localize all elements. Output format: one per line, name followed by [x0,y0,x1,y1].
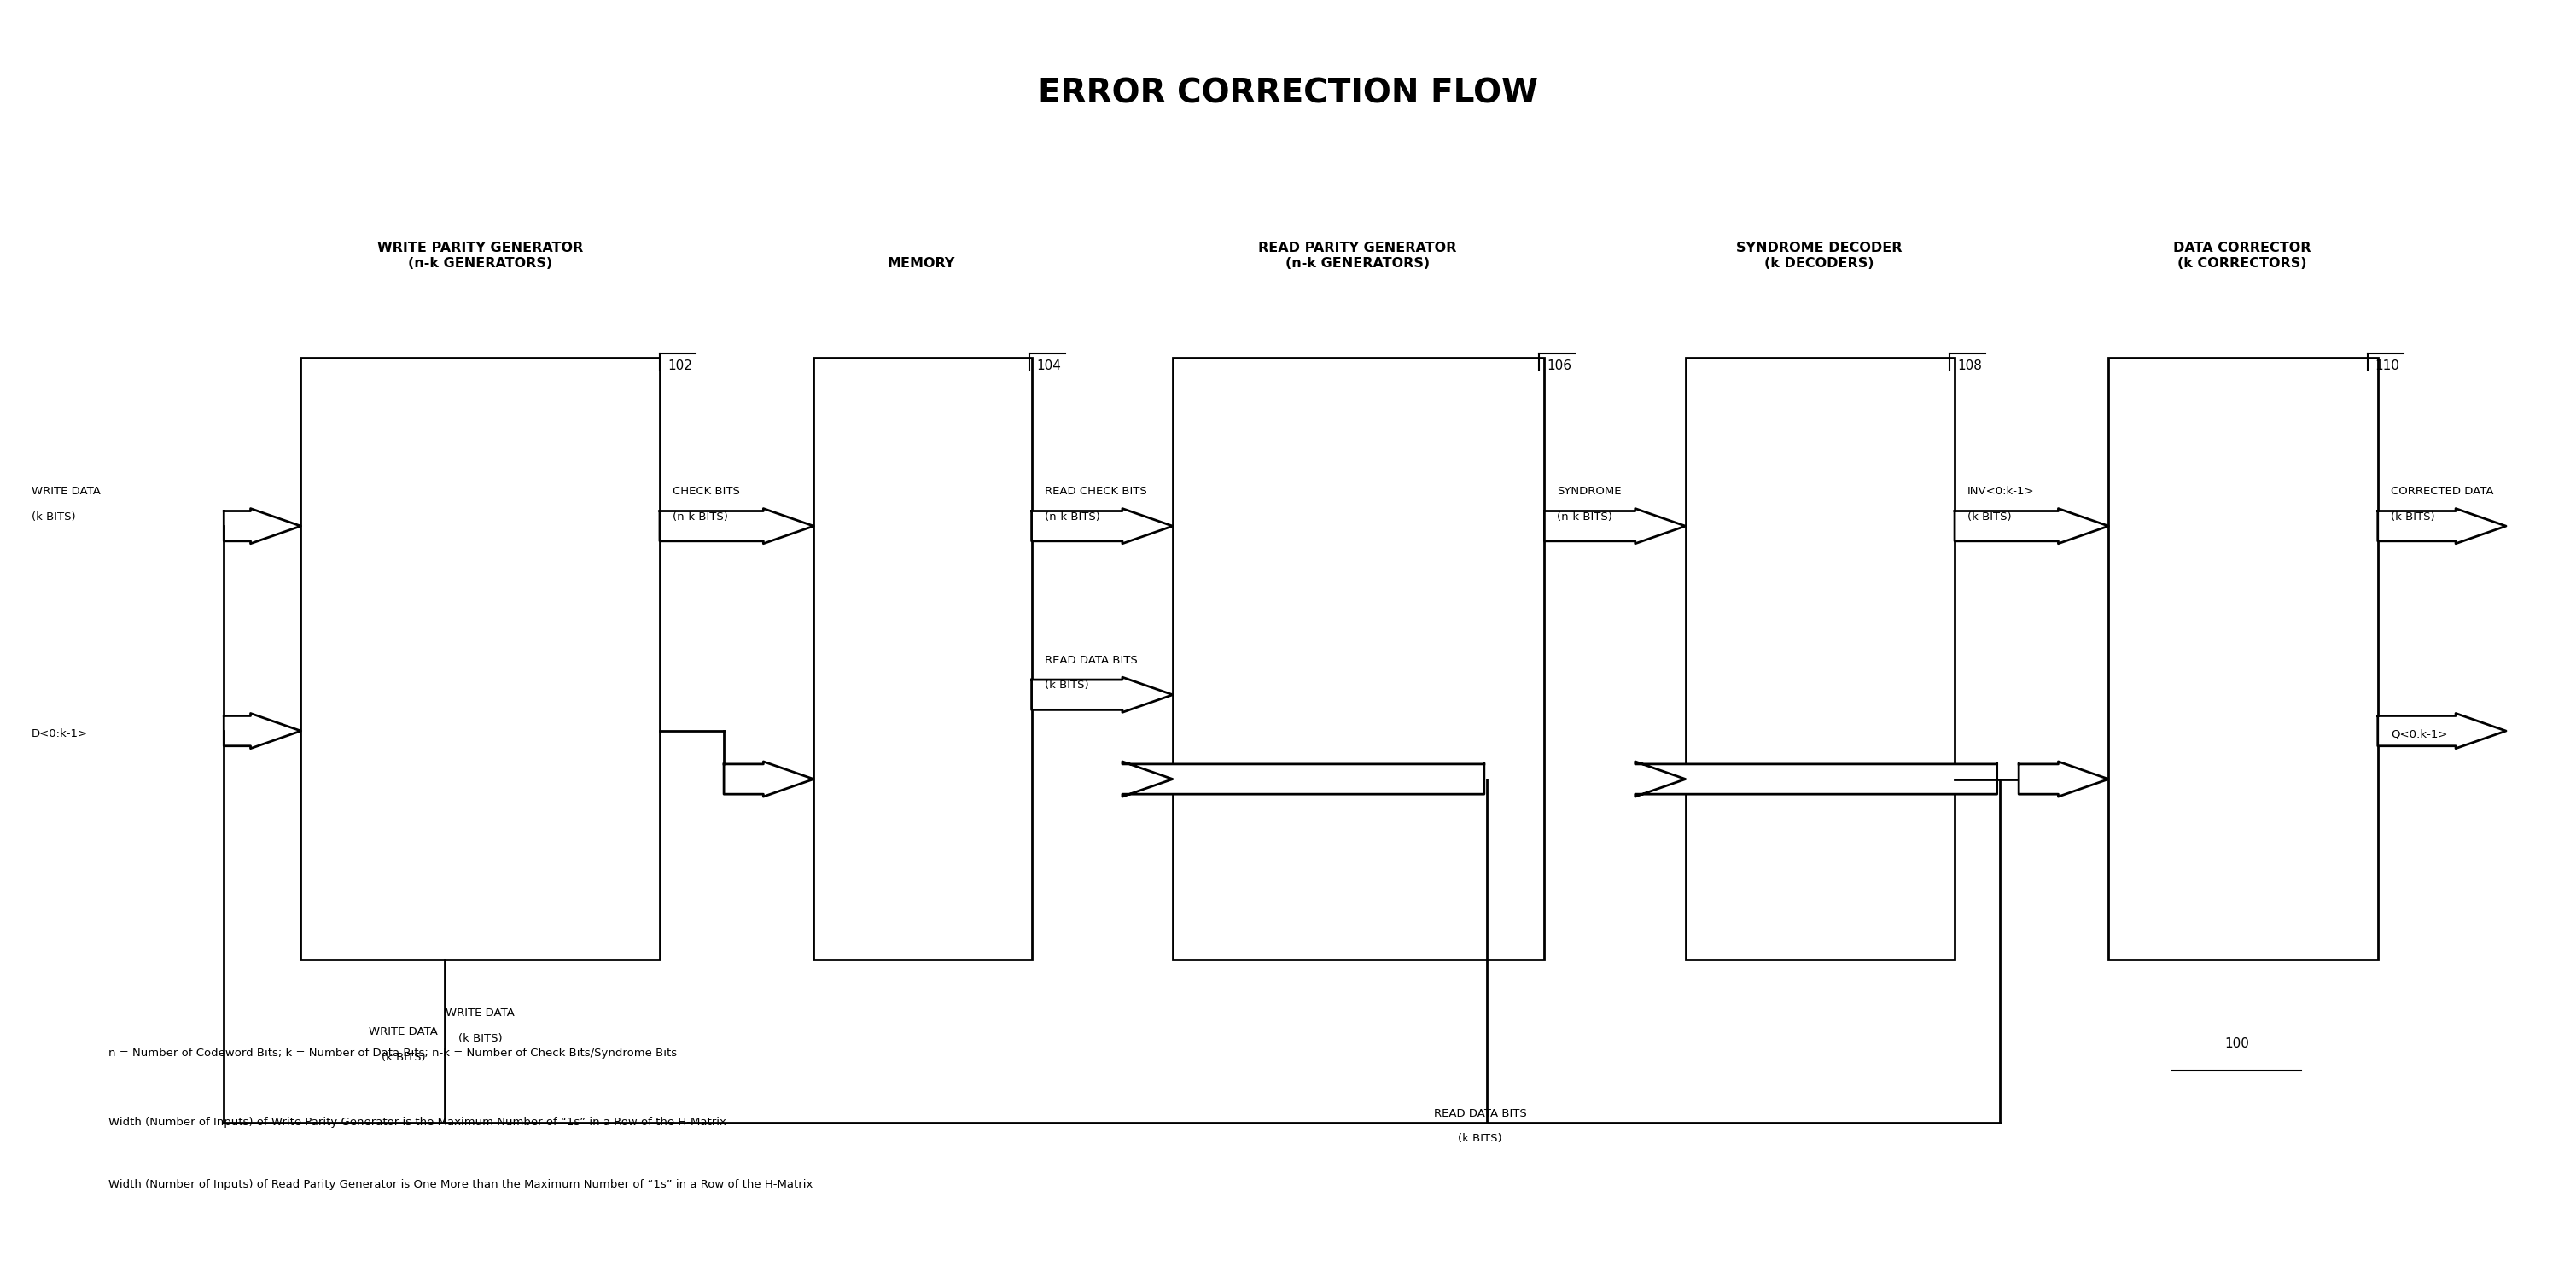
Text: Width (Number of Inputs) of Read Parity Generator is One More than the Maximum N: Width (Number of Inputs) of Read Parity … [108,1180,814,1191]
Text: Width (Number of Inputs) of Write Parity Generator is the Maximum Number of “1s”: Width (Number of Inputs) of Write Parity… [108,1116,726,1128]
Text: READ DATA BITS: READ DATA BITS [1435,1109,1528,1119]
Text: 108: 108 [1958,360,1981,372]
Text: (k BITS): (k BITS) [1968,512,2012,522]
Text: CORRECTED DATA: CORRECTED DATA [2391,487,2494,497]
Polygon shape [1955,508,2110,544]
FancyBboxPatch shape [2110,357,2378,960]
Text: SYNDROME DECODER
(k DECODERS): SYNDROME DECODER (k DECODERS) [1736,242,1901,270]
Text: (k BITS): (k BITS) [381,1052,425,1063]
Text: (k BITS): (k BITS) [31,512,75,522]
Polygon shape [659,508,814,544]
FancyBboxPatch shape [814,357,1030,960]
Text: WRITE DATA: WRITE DATA [446,1007,515,1019]
Text: (n-k BITS): (n-k BITS) [1043,512,1100,522]
FancyBboxPatch shape [301,357,659,960]
Polygon shape [2020,761,2110,797]
Text: SYNDROME: SYNDROME [1558,487,1623,497]
Text: (k BITS): (k BITS) [2391,512,2434,522]
Text: (k BITS): (k BITS) [459,1033,502,1044]
Text: READ CHECK BITS: READ CHECK BITS [1043,487,1146,497]
Polygon shape [1030,677,1172,712]
Text: (n-k BITS): (n-k BITS) [672,512,729,522]
Text: 104: 104 [1036,360,1061,372]
FancyBboxPatch shape [1172,357,1546,960]
Text: (n-k BITS): (n-k BITS) [1558,512,1613,522]
Text: ERROR CORRECTION FLOW: ERROR CORRECTION FLOW [1038,77,1538,110]
Polygon shape [1030,508,1172,544]
Text: CHECK BITS: CHECK BITS [672,487,739,497]
Polygon shape [1123,761,1484,797]
Text: WRITE PARITY GENERATOR
(n-k GENERATORS): WRITE PARITY GENERATOR (n-k GENERATORS) [376,242,582,270]
Polygon shape [224,508,301,544]
Text: n = Number of Codeword Bits; k = Number of Data Bits; n-k = Number of Check Bits: n = Number of Codeword Bits; k = Number … [108,1048,677,1059]
Polygon shape [1546,508,1685,544]
Text: WRITE DATA: WRITE DATA [31,487,100,497]
Polygon shape [1636,761,1996,797]
Text: DATA CORRECTOR
(k CORRECTORS): DATA CORRECTOR (k CORRECTORS) [2174,242,2311,270]
Text: 110: 110 [2375,360,2401,372]
Polygon shape [724,761,814,797]
Text: (k BITS): (k BITS) [1043,680,1090,691]
Text: INV<0:k-1>: INV<0:k-1> [1968,487,2035,497]
Text: Q<0:k-1>: Q<0:k-1> [2391,729,2447,740]
Text: READ DATA BITS: READ DATA BITS [1043,655,1136,666]
Polygon shape [2378,508,2506,544]
Polygon shape [224,713,301,749]
Text: WRITE DATA: WRITE DATA [368,1026,438,1038]
Text: 106: 106 [1548,360,1571,372]
Text: 100: 100 [2226,1038,2249,1050]
Polygon shape [2378,713,2506,749]
FancyBboxPatch shape [1685,357,1955,960]
Text: D<0:k-1>: D<0:k-1> [31,729,88,740]
Text: (k BITS): (k BITS) [1458,1133,1502,1144]
Text: MEMORY: MEMORY [889,257,956,270]
Text: READ PARITY GENERATOR
(n-k GENERATORS): READ PARITY GENERATOR (n-k GENERATORS) [1257,242,1455,270]
Text: 102: 102 [667,360,693,372]
